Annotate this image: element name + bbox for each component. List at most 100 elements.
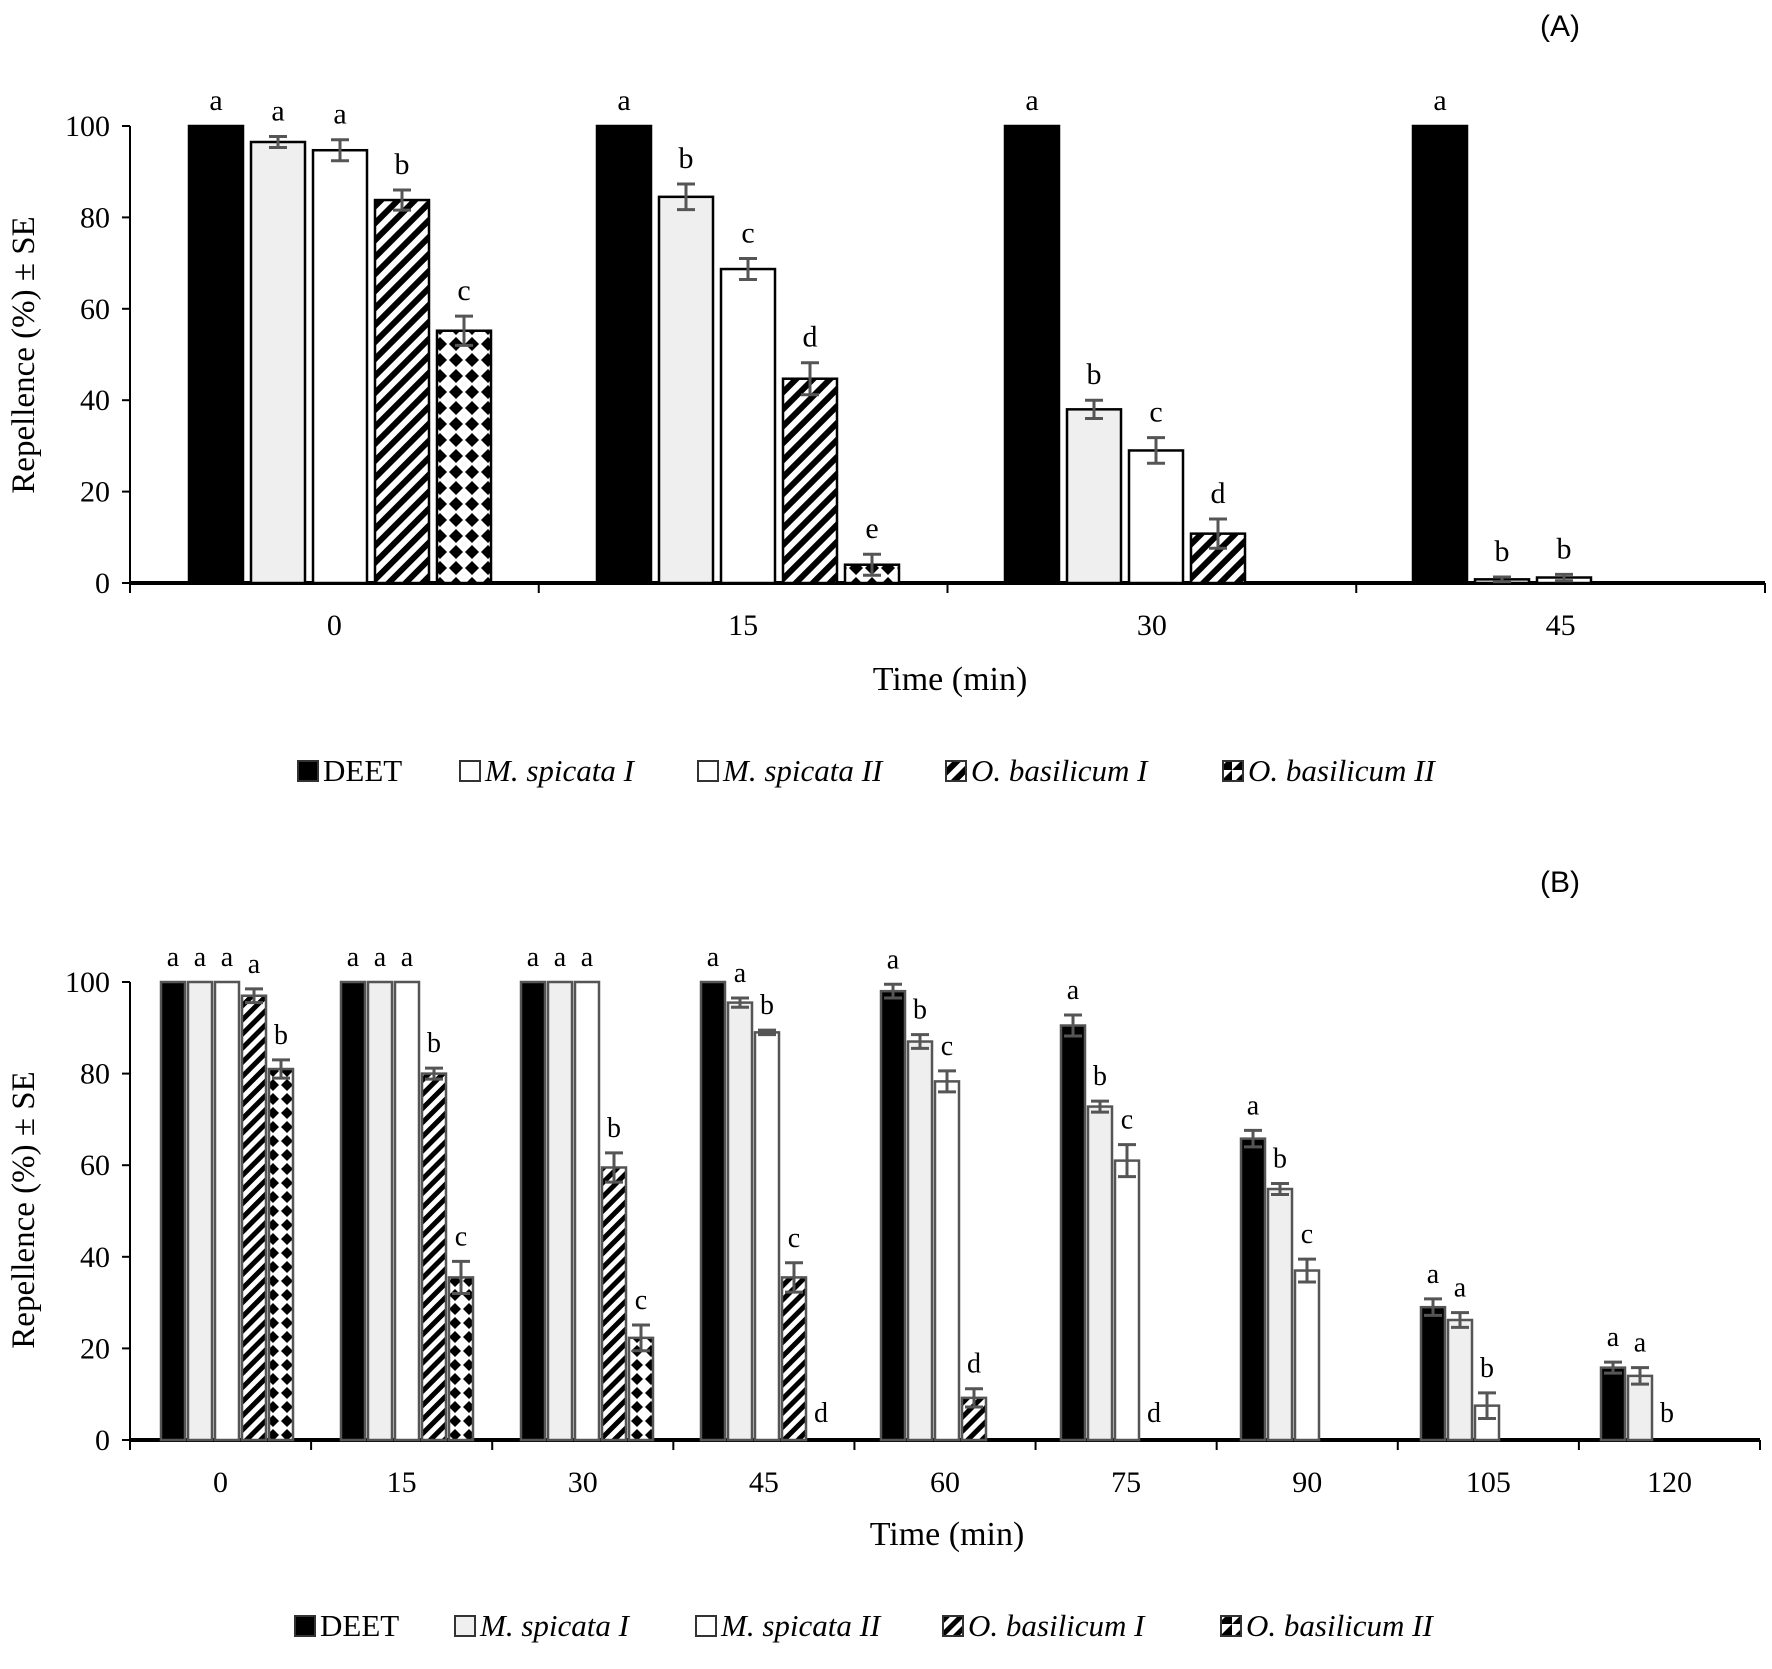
bar-deet-t120 xyxy=(1599,1366,1627,1442)
legend-item-deet: DEET xyxy=(297,753,402,788)
significance-letter: b xyxy=(1480,1353,1494,1384)
significance-letter: a xyxy=(374,942,387,973)
legend-item-m-spicata-i: M. spicata I xyxy=(459,753,636,788)
panel-a-legend: DEET M. spicata I M. spicata II O. basilicu… xyxy=(297,753,1437,788)
panel-a-x-tick-label: 15 xyxy=(728,609,758,642)
significance-letter: d xyxy=(967,1349,981,1380)
bar-deet-t45 xyxy=(1411,124,1469,585)
bar-m-spicata-i-t30 xyxy=(1065,408,1123,585)
significance-letter: b xyxy=(1273,1144,1287,1175)
panel-b-x-tick-label: 105 xyxy=(1466,1466,1511,1499)
bar-deet-t105 xyxy=(1419,1305,1447,1442)
significance-letter: a xyxy=(347,942,360,973)
significance-letter: a xyxy=(1067,975,1080,1006)
legend-label-m-spicata-ii: M. spicata II xyxy=(720,1608,882,1643)
significance-letter: b xyxy=(1093,1061,1107,1092)
bar-deet-t45 xyxy=(699,980,727,1442)
panel-a-bars: a a a a a b b b a c c b b d d c e xyxy=(187,84,1593,585)
significance-letter: a xyxy=(271,95,284,128)
bar-o-basilicum-ii-t0 xyxy=(267,1067,295,1442)
bar-m-spicata-i-t30 xyxy=(546,980,574,1442)
legend-item-o-basilicum-i: O. basilicum I xyxy=(942,1608,1146,1643)
significance-letter: c xyxy=(455,1221,467,1252)
significance-letter: a xyxy=(1025,84,1038,117)
significance-letter: a xyxy=(209,84,222,117)
legend-swatch-o-basilicum-i xyxy=(945,760,967,782)
significance-letter: c xyxy=(635,1285,647,1316)
legend-item-m-spicata-i: M. spicata I xyxy=(454,1608,631,1643)
panel-b-y-tick-label: 40 xyxy=(80,1241,110,1274)
bar-m-spicata-i-t75 xyxy=(1086,1105,1114,1442)
significance-letter: d xyxy=(803,321,818,354)
bar-o-basilicum-ii-t30 xyxy=(627,1336,655,1442)
panel-a-y-tick-label: 60 xyxy=(80,293,110,326)
bar-m-spicata-i-t15 xyxy=(657,195,715,585)
legend-swatch-m-spicata-ii xyxy=(697,760,719,782)
panel-b-axes: 0 20 40 60 80 100 0 15 30 45 60 75 90 105 120 xyxy=(65,966,1761,1499)
legend-swatch-deet xyxy=(294,1615,316,1637)
legend-label-m-spicata-i: M. spicata I xyxy=(479,1608,631,1643)
bar-o-basilicum-i-t45 xyxy=(780,1276,808,1442)
legend-swatch-deet xyxy=(297,760,319,782)
panel-b-y-axis-title: Repellence (%) ± SE xyxy=(6,1071,42,1348)
significance-letter: a xyxy=(554,942,567,973)
significance-letter: a xyxy=(707,942,720,973)
significance-letter: b xyxy=(1087,358,1102,391)
bar-m-spicata-ii-t30 xyxy=(1127,449,1185,585)
panel-b-x-tick-label: 30 xyxy=(568,1466,598,1499)
significance-letter: a xyxy=(194,942,207,973)
panel-b-label: (B) xyxy=(1540,866,1580,899)
legend-label-m-spicata-i: M. spicata I xyxy=(484,753,636,788)
significance-letter: b xyxy=(1495,535,1510,568)
significance-letter: b xyxy=(1660,1398,1674,1429)
legend-swatch-o-basilicum-ii xyxy=(1222,760,1244,782)
legend-label-o-basilicum-i: O. basilicum I xyxy=(971,753,1149,788)
bar-m-spicata-ii-t75 xyxy=(1113,1159,1141,1442)
legend-label-deet: DEET xyxy=(320,1608,399,1643)
bar-deet-t0 xyxy=(187,124,245,585)
significance-letter: b xyxy=(427,1028,441,1059)
bar-o-basilicum-i-t15 xyxy=(781,377,839,585)
panel-b-y-tick-label: 80 xyxy=(80,1058,110,1091)
bar-m-spicata-ii-t0 xyxy=(213,980,241,1442)
legend-swatch-o-basilicum-ii xyxy=(1220,1615,1242,1637)
panel-b-x-tick-label: 75 xyxy=(1111,1466,1141,1499)
bar-m-spicata-ii-t0 xyxy=(311,148,369,585)
panel-b-x-tick-label: 60 xyxy=(930,1466,960,1499)
panel-b-x-tick-label: 90 xyxy=(1292,1466,1322,1499)
bar-deet-t60 xyxy=(879,989,907,1442)
panel-b-y-tick-label: 60 xyxy=(80,1149,110,1182)
bar-m-spicata-ii-t15 xyxy=(719,267,777,585)
significance-letter: a xyxy=(527,942,540,973)
bar-m-spicata-i-t15 xyxy=(366,980,394,1442)
significance-letter: a xyxy=(401,942,414,973)
significance-letter: a xyxy=(734,958,747,989)
significance-letter: a xyxy=(167,942,180,973)
bar-m-spicata-ii-t60 xyxy=(933,1080,961,1442)
panel-a-y-axis-title: Repellence (%) ± SE xyxy=(6,216,42,493)
significance-letter: a xyxy=(1607,1322,1620,1353)
bar-o-basilicum-ii-t15 xyxy=(447,1276,475,1442)
legend-label-deet: DEET xyxy=(323,753,402,788)
panel-b-x-tick-label: 45 xyxy=(749,1466,779,1499)
significance-letter: b xyxy=(607,1113,621,1144)
significance-letter: e xyxy=(865,512,878,545)
significance-letter: a xyxy=(581,942,594,973)
panel-a-x-axis-title: Time (min) xyxy=(873,661,1028,698)
significance-letter: a xyxy=(617,84,630,117)
bar-o-basilicum-i-t30 xyxy=(600,1166,628,1442)
significance-letter: a xyxy=(333,98,346,131)
panel-b-y-tick-label: 100 xyxy=(65,966,110,999)
bar-o-basilicum-i-t0 xyxy=(240,994,268,1442)
bar-m-spicata-i-t60 xyxy=(906,1040,934,1442)
legend-item-o-basilicum-i: O. basilicum I xyxy=(945,753,1149,788)
bar-deet-t30 xyxy=(519,980,547,1442)
bar-deet-t15 xyxy=(595,124,653,585)
bar-m-spicata-ii-t90 xyxy=(1293,1269,1321,1442)
bar-m-spicata-i-t45 xyxy=(726,1001,754,1442)
significance-letter: c xyxy=(1301,1219,1313,1250)
significance-letter: c xyxy=(788,1223,800,1254)
panel-b-x-axis-title: Time (min) xyxy=(870,1516,1025,1553)
bar-m-spicata-i-t90 xyxy=(1266,1187,1294,1442)
